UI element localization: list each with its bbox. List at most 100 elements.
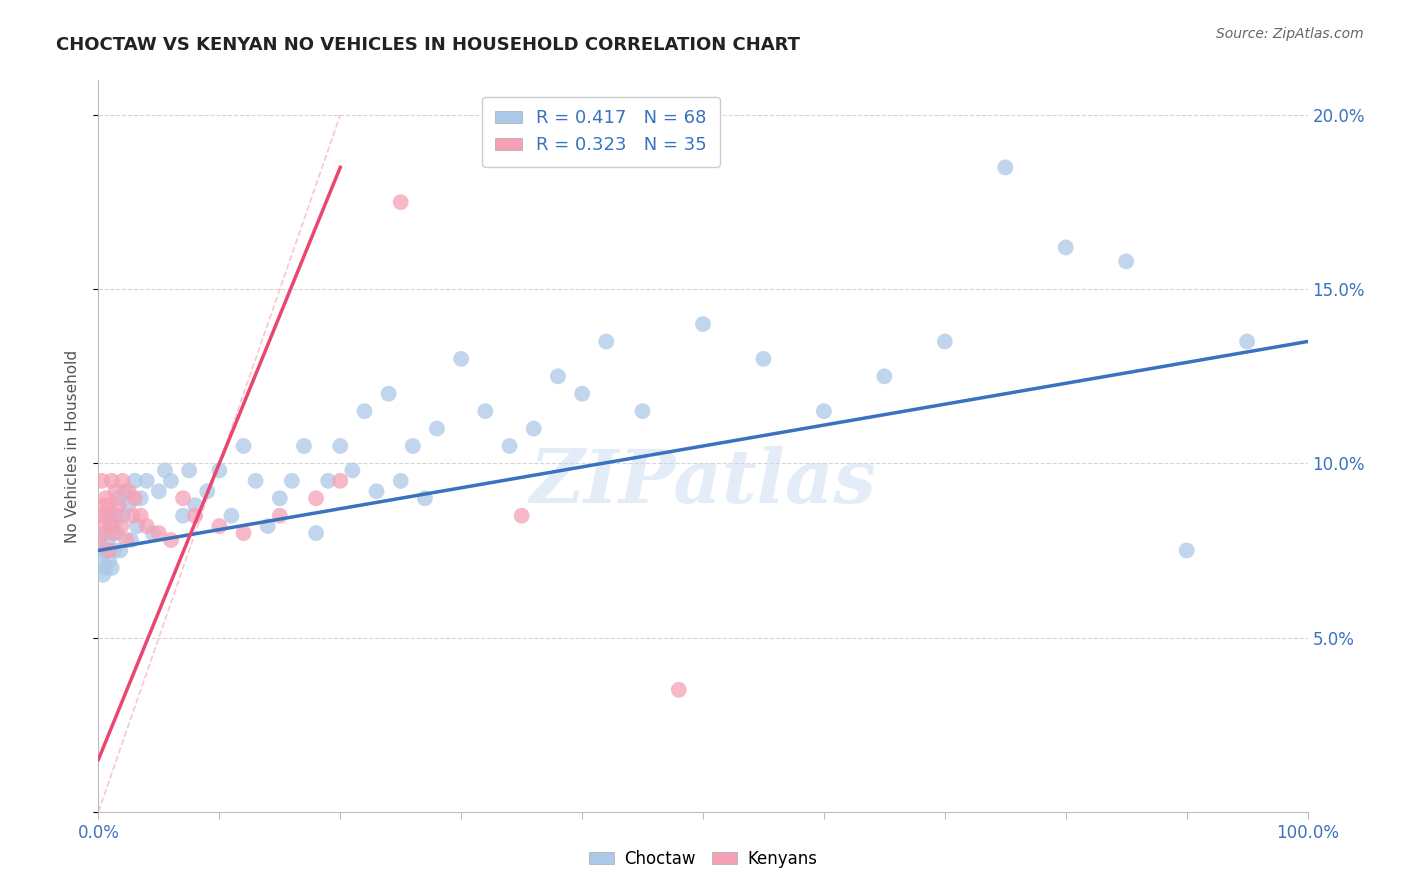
- Point: [994, 161, 1017, 175]
- Text: Source: ZipAtlas.com: Source: ZipAtlas.com: [1216, 27, 1364, 41]
- Point: [108, 498, 131, 512]
- Point: [135, 519, 157, 533]
- Point: [813, 404, 835, 418]
- Point: [118, 498, 141, 512]
- Point: [100, 561, 122, 575]
- Point: [342, 463, 364, 477]
- Point: [100, 474, 122, 488]
- Point: [510, 508, 533, 523]
- Point: [91, 567, 114, 582]
- Legend: Choctaw, Kenyans: Choctaw, Kenyans: [582, 844, 824, 875]
- Point: [232, 439, 254, 453]
- Point: [91, 519, 114, 533]
- Legend: R = 0.417   N = 68, R = 0.323   N = 35: R = 0.417 N = 68, R = 0.323 N = 35: [482, 96, 720, 167]
- Point: [377, 386, 399, 401]
- Point: [269, 508, 291, 523]
- Point: [127, 519, 149, 533]
- Point: [96, 508, 118, 523]
- Point: [100, 519, 122, 533]
- Point: [101, 519, 124, 533]
- Point: [426, 421, 449, 435]
- Point: [135, 474, 157, 488]
- Point: [269, 491, 291, 506]
- Point: [1236, 334, 1258, 349]
- Point: [498, 439, 520, 453]
- Point: [148, 526, 170, 541]
- Point: [389, 195, 412, 210]
- Point: [90, 543, 112, 558]
- Point: [107, 491, 129, 506]
- Point: [413, 491, 436, 506]
- Point: [292, 439, 315, 453]
- Point: [184, 498, 207, 512]
- Point: [571, 386, 593, 401]
- Point: [114, 484, 136, 499]
- Point: [547, 369, 569, 384]
- Point: [94, 491, 117, 506]
- Point: [172, 491, 194, 506]
- Point: [1175, 543, 1198, 558]
- Point: [402, 439, 425, 453]
- Point: [110, 519, 132, 533]
- Point: [105, 508, 128, 523]
- Point: [256, 519, 278, 533]
- Point: [873, 369, 896, 384]
- Point: [105, 526, 128, 541]
- Point: [103, 543, 125, 558]
- Point: [934, 334, 956, 349]
- Point: [316, 474, 339, 488]
- Point: [208, 519, 231, 533]
- Point: [172, 508, 194, 523]
- Point: [93, 526, 115, 541]
- Point: [631, 404, 654, 418]
- Point: [221, 508, 243, 523]
- Point: [232, 526, 254, 541]
- Point: [329, 439, 352, 453]
- Point: [98, 543, 121, 558]
- Point: [474, 404, 496, 418]
- Point: [97, 498, 120, 512]
- Point: [100, 508, 122, 523]
- Point: [245, 474, 267, 488]
- Point: [104, 484, 127, 499]
- Point: [179, 463, 201, 477]
- Point: [329, 474, 352, 488]
- Point: [366, 484, 388, 499]
- Point: [121, 508, 143, 523]
- Point: [91, 554, 114, 568]
- Point: [96, 543, 118, 558]
- Point: [89, 533, 111, 547]
- Point: [752, 351, 775, 366]
- Point: [91, 474, 114, 488]
- Point: [281, 474, 304, 488]
- Point: [111, 508, 134, 523]
- Point: [120, 533, 142, 547]
- Point: [101, 526, 124, 541]
- Point: [195, 484, 218, 499]
- Point: [93, 498, 115, 512]
- Point: [97, 533, 120, 547]
- Point: [450, 351, 472, 366]
- Point: [160, 474, 183, 488]
- Point: [111, 474, 134, 488]
- Point: [90, 508, 112, 523]
- Point: [148, 484, 170, 499]
- Point: [184, 508, 207, 523]
- Point: [595, 334, 617, 349]
- Point: [108, 543, 131, 558]
- Point: [129, 508, 152, 523]
- Point: [208, 463, 231, 477]
- Point: [160, 533, 183, 547]
- Point: [523, 421, 546, 435]
- Point: [1115, 254, 1137, 268]
- Point: [142, 526, 165, 541]
- Point: [305, 491, 328, 506]
- Point: [668, 682, 690, 697]
- Point: [353, 404, 375, 418]
- Text: CHOCTAW VS KENYAN NO VEHICLES IN HOUSEHOLD CORRELATION CHART: CHOCTAW VS KENYAN NO VEHICLES IN HOUSEHO…: [56, 36, 800, 54]
- Point: [118, 484, 141, 499]
- Point: [124, 474, 146, 488]
- Point: [389, 474, 412, 488]
- Point: [94, 561, 117, 575]
- Point: [124, 491, 146, 506]
